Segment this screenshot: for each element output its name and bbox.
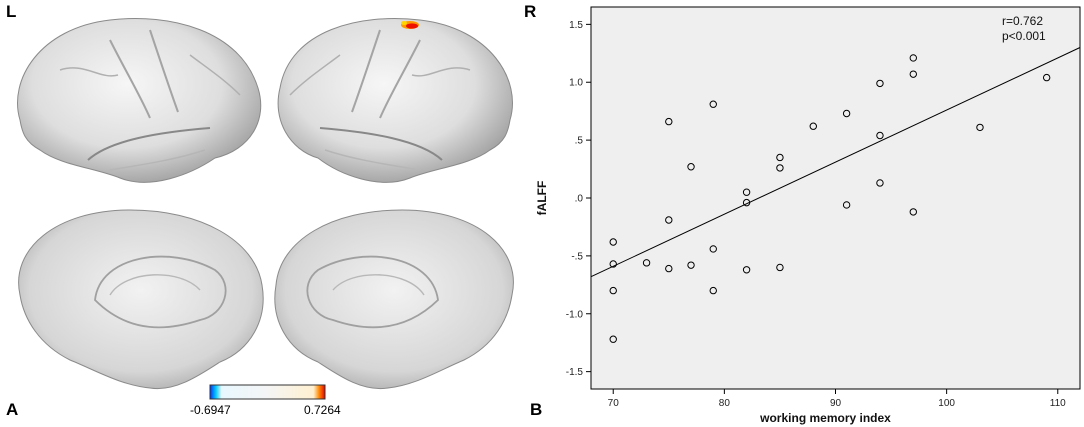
data-point [909,208,917,216]
data-point [1042,73,1051,82]
left-medial-brain [18,209,264,390]
plot-area [590,6,1081,390]
y-tick-label: 1.5 [569,20,583,31]
y-tick-label: -.5 [571,251,583,262]
y-axis-title: fALFF [535,181,549,216]
data-point [809,122,817,130]
regression-line [590,47,1081,278]
left-hemisphere-label: L [6,2,17,21]
data-point [642,259,651,267]
x-tick-label: 90 [830,398,842,409]
activation-cluster [401,21,419,29]
data-point [709,286,717,295]
data-point [665,216,673,224]
x-tick-label: 110 [1050,398,1066,409]
data-point [742,188,751,196]
data-point [609,286,617,295]
data-point [609,238,617,246]
x-tick-label: 80 [719,398,731,409]
data-point [709,100,717,108]
x-axis-title: working memory index [759,411,891,425]
colorbar-min-label: -0.6947 [190,403,231,417]
colorbar [209,384,326,400]
data-point [709,245,717,253]
data-point [909,54,917,62]
data-point [876,79,884,88]
data-point [665,264,673,273]
data-point [776,164,784,172]
x-tick-label: 100 [938,398,955,409]
y-tick-label: .0 [575,194,584,205]
y-tick-label: -1.0 [566,309,584,320]
data-point [742,266,751,274]
data-point [876,131,884,140]
data-point [665,117,673,126]
y-tick-label: -1.5 [566,367,584,378]
y-tick-label: .5 [575,136,584,147]
data-point [976,123,984,132]
data-point [609,260,617,268]
colorbar-max-label: 0.7264 [304,403,341,417]
data-point [609,335,617,343]
data-point [842,201,851,209]
scatter-chart: -1.5 -1.0 -.5 .0 .5 1.0 1.5 70 80 90 100 110 working… [535,6,1081,425]
data-point [687,163,695,171]
data-point [742,198,751,207]
y-tick-label: 1.0 [569,78,583,89]
stat-annotation: p<0.001 [1002,29,1046,43]
right-lateral-brain [277,18,513,183]
data-point [909,70,917,78]
data-point [776,263,784,272]
left-lateral-brain [17,18,262,183]
data-point [842,109,851,118]
stat-annotation: r=0.762 [1002,14,1043,28]
panel-a-label: A [6,400,19,419]
panel-b-label: B [530,400,543,419]
x-tick-label: 70 [608,398,620,409]
right-hemisphere-label: R [524,2,537,21]
right-medial-brain [274,209,514,390]
data-point [776,153,784,162]
data-point [687,261,695,269]
data-point [876,179,884,187]
brain-surface-figure [17,18,514,400]
